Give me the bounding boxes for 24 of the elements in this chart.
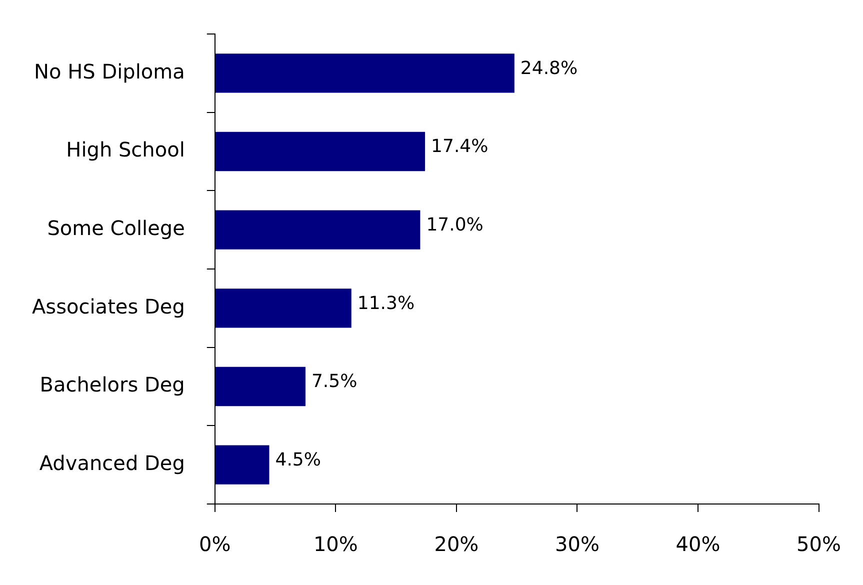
bar	[215, 445, 270, 484]
bar	[215, 132, 426, 172]
x-tick-label: 0%	[199, 532, 231, 556]
x-tick-label: 40%	[676, 532, 720, 556]
bar	[215, 288, 352, 328]
data-label: 17.4%	[431, 136, 488, 158]
x-tick-label: 30%	[554, 532, 600, 556]
data-label: 24.8%	[520, 58, 578, 79]
x-tick-label: 10%	[313, 532, 358, 556]
data-label: 11.3%	[357, 292, 415, 314]
bar	[215, 366, 306, 406]
y-tick-label: Some College	[47, 216, 185, 240]
x-tick-label: 50%	[796, 532, 841, 556]
y-tick-label: High School	[66, 138, 185, 162]
x-tick-label: 20%	[434, 532, 479, 556]
data-label: 7.5%	[311, 371, 358, 392]
bar	[215, 210, 420, 250]
bar	[215, 54, 514, 93]
data-label: 17.0%	[426, 214, 484, 236]
y-tick-label: No HS Diploma	[34, 59, 185, 84]
y-tick-label: Advanced Deg	[39, 451, 185, 476]
data-label: 4.5%	[275, 450, 321, 471]
y-tick-label: Bachelors Deg	[40, 372, 185, 397]
y-tick-label: Associates Deg	[32, 294, 185, 318]
